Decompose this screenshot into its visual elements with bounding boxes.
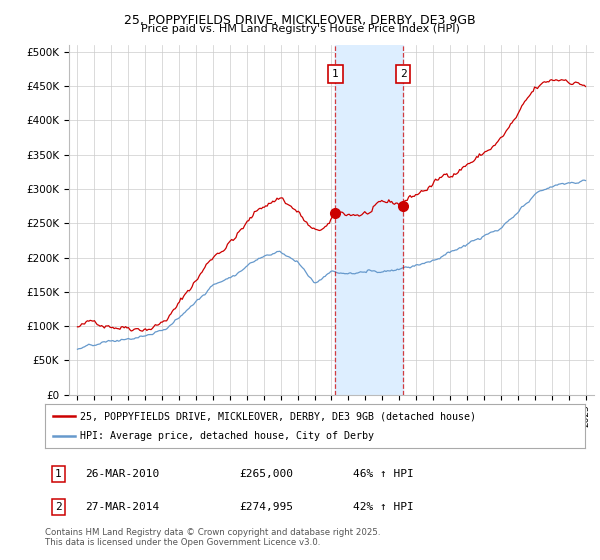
Text: 2: 2 [55, 502, 62, 512]
Text: 26-MAR-2010: 26-MAR-2010 [86, 469, 160, 479]
Text: £265,000: £265,000 [239, 469, 293, 479]
Text: 46% ↑ HPI: 46% ↑ HPI [353, 469, 413, 479]
Text: £274,995: £274,995 [239, 502, 293, 512]
Bar [335, 45, 403, 395]
Text: Contains HM Land Registry data © Crown copyright and database right 2025.
This d: Contains HM Land Registry data © Crown c… [45, 528, 380, 547]
Text: 25, POPPYFIELDS DRIVE, MICKLEOVER, DERBY, DE3 9GB: 25, POPPYFIELDS DRIVE, MICKLEOVER, DERBY… [124, 14, 476, 27]
Text: 25, POPPYFIELDS DRIVE, MICKLEOVER, DERBY, DE3 9GB (detached house): 25, POPPYFIELDS DRIVE, MICKLEOVER, DERBY… [80, 411, 476, 421]
Text: 1: 1 [55, 469, 62, 479]
Text: 1: 1 [332, 69, 339, 78]
Text: 2: 2 [400, 69, 407, 78]
Text: 27-MAR-2014: 27-MAR-2014 [86, 502, 160, 512]
Text: 42% ↑ HPI: 42% ↑ HPI [353, 502, 413, 512]
Text: Price paid vs. HM Land Registry's House Price Index (HPI): Price paid vs. HM Land Registry's House … [140, 24, 460, 34]
Text: HPI: Average price, detached house, City of Derby: HPI: Average price, detached house, City… [80, 431, 374, 441]
